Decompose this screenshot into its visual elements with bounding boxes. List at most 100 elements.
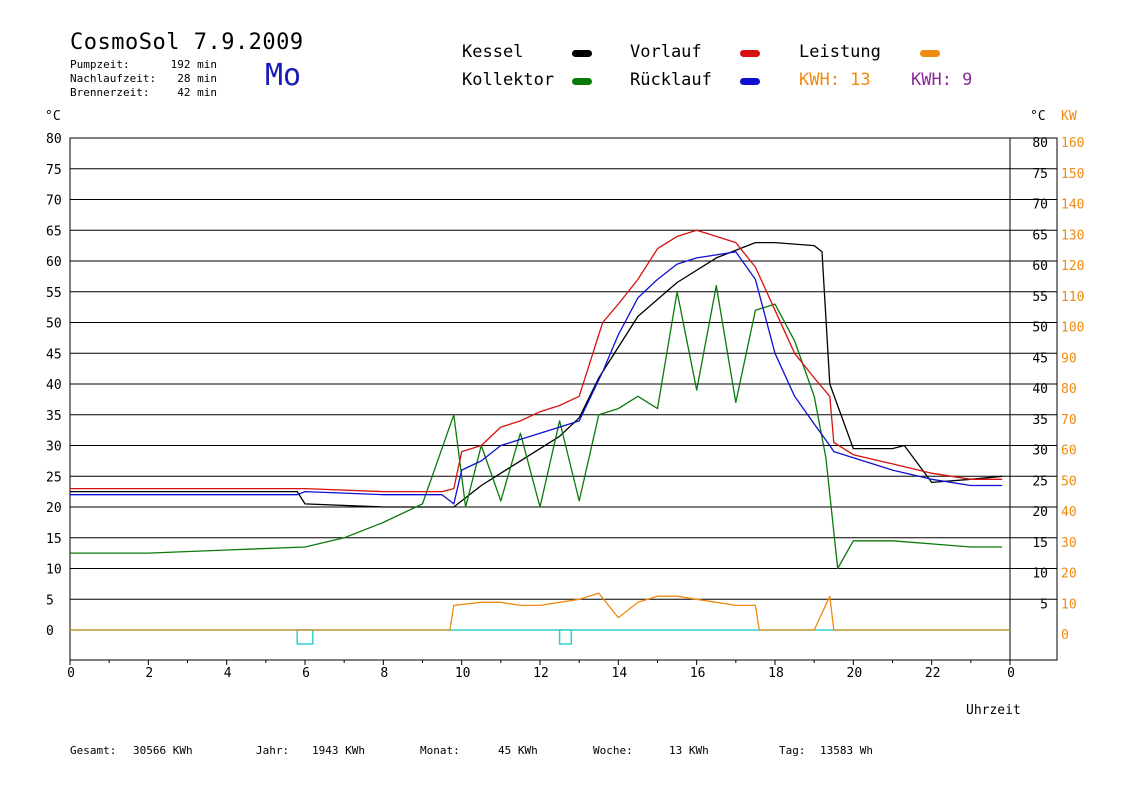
y-tick-label-left: 60 xyxy=(46,255,62,270)
x-tick-label: 2 xyxy=(145,666,153,681)
footer-monat-value: 45 KWh xyxy=(498,744,538,757)
y-tick-label-right-kw: 30 xyxy=(1061,536,1077,551)
plot-frame xyxy=(69,137,1058,661)
x-tick-label: 20 xyxy=(847,666,863,681)
series-line-leistung xyxy=(70,592,1010,631)
y-tick-label-right-c: 70 xyxy=(1032,198,1048,213)
y-tick-label-left: 50 xyxy=(46,317,62,332)
y-tick-label-right-c: 25 xyxy=(1032,474,1048,489)
x-tick-label: 4 xyxy=(224,666,232,681)
y-tick-label-left: 55 xyxy=(46,286,62,301)
stat-pumpzeit-value: 192 min xyxy=(170,58,217,71)
y-tick-label-right-kw: 50 xyxy=(1061,474,1077,489)
pump-marker xyxy=(558,629,573,645)
x-tick-label: 8 xyxy=(380,666,388,681)
x-tick-label: 18 xyxy=(768,666,784,681)
x-tick-label: 0 xyxy=(1007,666,1015,681)
series-line-kessel xyxy=(70,241,1003,508)
legend-kwh-purple: KWH: 9 xyxy=(911,70,973,90)
legend-ruecklauf-swatch xyxy=(740,78,760,85)
footer-gesamt-label: Gesamt: xyxy=(70,744,117,757)
x-tick-label: 22 xyxy=(925,666,941,681)
y-tick-label-right-c: 45 xyxy=(1032,351,1048,366)
legend-leistung-swatch xyxy=(920,50,940,57)
weekday-label: Mo xyxy=(265,58,302,93)
y-tick-label-right-kw: 70 xyxy=(1061,413,1077,428)
x-tick-label: 0 xyxy=(67,666,75,681)
y-tick-label-right-kw: 80 xyxy=(1061,382,1077,397)
y-axis-left-unit: °C xyxy=(45,109,61,124)
y-tick-label-right-kw: 100 xyxy=(1061,321,1084,336)
y-tick-label-right-c: 5 xyxy=(1040,597,1048,612)
y-tick-label-left: 30 xyxy=(46,440,62,455)
stat-pumpzeit-label: Pumpzeit: xyxy=(70,58,130,71)
y-tick-label-right-kw: 120 xyxy=(1061,259,1084,274)
y-axis-right-unit-kw: KW xyxy=(1061,109,1077,124)
y-tick-label-right-kw: 90 xyxy=(1061,351,1077,366)
footer-jahr-label: Jahr: xyxy=(256,744,290,757)
y-tick-label-left: 15 xyxy=(46,532,62,547)
y-tick-label-left: 65 xyxy=(46,224,62,239)
y-tick-label-right-kw: 110 xyxy=(1061,290,1084,305)
legend-kessel-label: Kessel xyxy=(462,42,524,62)
y-tick-label-right-c: 15 xyxy=(1032,536,1048,551)
y-tick-label-left: 35 xyxy=(46,409,62,424)
y-tick-label-left: 75 xyxy=(46,163,62,178)
y-tick-label-right-kw: 130 xyxy=(1061,228,1084,243)
y-tick-label-right-c: 75 xyxy=(1032,167,1048,182)
y-tick-label-left: 10 xyxy=(46,563,62,578)
y-tick-label-right-c: 30 xyxy=(1032,444,1048,459)
x-tick-label: 14 xyxy=(612,666,628,681)
y-tick-label-right-c: 35 xyxy=(1032,413,1048,428)
y-tick-label-left: 25 xyxy=(46,470,62,485)
legend-leistung-label: Leistung xyxy=(799,42,881,62)
y-tick-label-left: 20 xyxy=(46,501,62,516)
footer-gesamt-value: 30566 KWh xyxy=(133,744,193,757)
legend-vorlauf-swatch xyxy=(740,50,760,57)
x-tick-label: 16 xyxy=(690,666,706,681)
y-tick-label-right-c: 50 xyxy=(1032,321,1048,336)
footer-woche-value: 13 KWh xyxy=(669,744,709,757)
temperature-chart: °C °C KW 0510152025303540455055606570758… xyxy=(45,109,1084,718)
legend-ruecklauf-label: Rücklauf xyxy=(630,70,712,90)
series-line-ruecklauf xyxy=(70,251,1003,505)
y-tick-label-right-c: 60 xyxy=(1032,259,1048,274)
y-tick-label-right-c: 55 xyxy=(1032,290,1048,305)
stat-nachlaufzeit-label: Nachlaufzeit: xyxy=(70,72,157,85)
footer-tag-value: 13583 Wh xyxy=(820,744,873,757)
y-tick-label-left: 0 xyxy=(46,624,54,639)
legend-kollektor-label: Kollektor xyxy=(462,70,555,90)
x-tick-label: 6 xyxy=(302,666,310,681)
y-tick-label-right-kw: 20 xyxy=(1061,567,1077,582)
y-tick-label-left: 70 xyxy=(46,194,62,209)
x-tick-label: 10 xyxy=(455,666,471,681)
y-tick-label-right-c: 10 xyxy=(1032,567,1048,582)
footer-tag-label: Tag: xyxy=(779,744,806,757)
x-axis-label: Uhrzeit xyxy=(966,703,1021,718)
footer-jahr-value: 1943 KWh xyxy=(312,744,365,757)
legend-vorlauf-label: Vorlauf xyxy=(630,42,702,62)
series-line-vorlauf xyxy=(70,229,1003,493)
chart-title: CosmoSol 7.9.2009 xyxy=(70,30,304,55)
pump-marker xyxy=(296,629,314,645)
y-tick-label-left: 5 xyxy=(46,593,54,608)
y-tick-label-left: 40 xyxy=(46,378,62,393)
y-tick-label-right-kw: 40 xyxy=(1061,505,1077,520)
y-tick-label-right-kw: 60 xyxy=(1061,444,1077,459)
x-tick-label: 12 xyxy=(533,666,549,681)
stat-brennerzeit-label: Brennerzeit: xyxy=(70,86,150,99)
y-tick-label-left: 45 xyxy=(46,347,62,362)
stat-nachlaufzeit-value: 28 min xyxy=(177,72,217,85)
y-tick-label-right-kw: 140 xyxy=(1061,198,1084,213)
stat-brennerzeit-value: 42 min xyxy=(177,86,217,99)
legend-kwh-orange: KWH: 13 xyxy=(799,70,871,90)
y-tick-label-right-c: 80 xyxy=(1032,136,1048,151)
y-tick-label-right-kw: 150 xyxy=(1061,167,1084,182)
y-tick-label-right-c: 20 xyxy=(1032,505,1048,520)
y-tick-label-right-kw: 160 xyxy=(1061,136,1084,151)
legend-kessel-swatch xyxy=(572,50,592,57)
y-tick-label-right-c: 40 xyxy=(1032,382,1048,397)
legend-kollektor-swatch xyxy=(572,78,592,85)
y-tick-label-right-kw: 10 xyxy=(1061,597,1077,612)
y-tick-label-right-c: 65 xyxy=(1032,228,1048,243)
